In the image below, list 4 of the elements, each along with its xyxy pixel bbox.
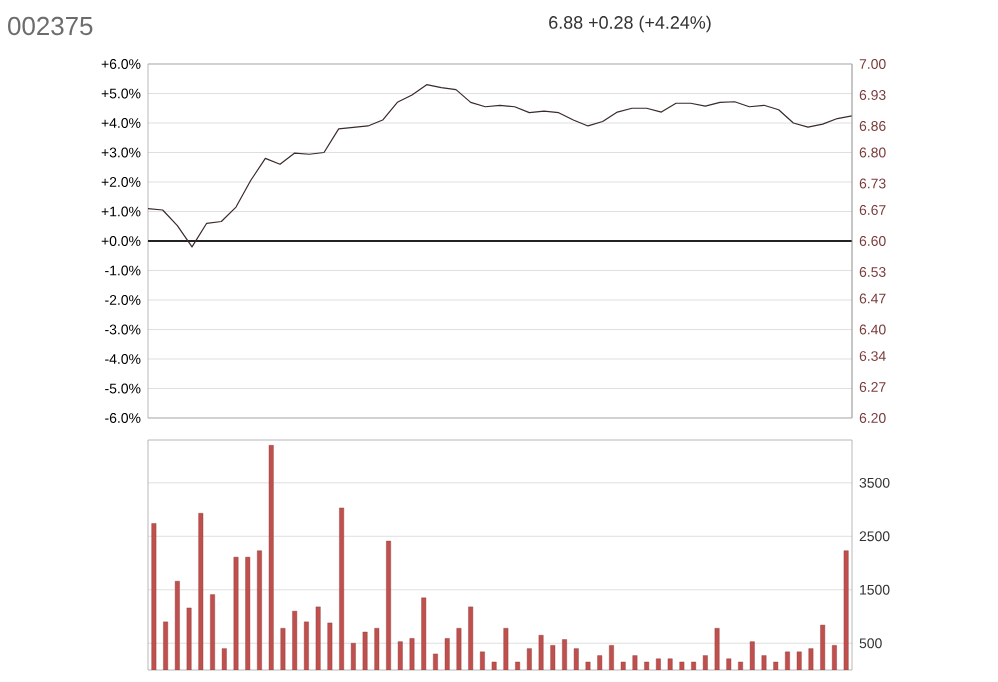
bar	[233, 556, 239, 670]
chart-title: 002375	[8, 16, 93, 36]
line-series	[148, 84, 852, 248]
chart-subtitle: 6.88 +0.28 (+4.24%)	[549, 15, 711, 33]
